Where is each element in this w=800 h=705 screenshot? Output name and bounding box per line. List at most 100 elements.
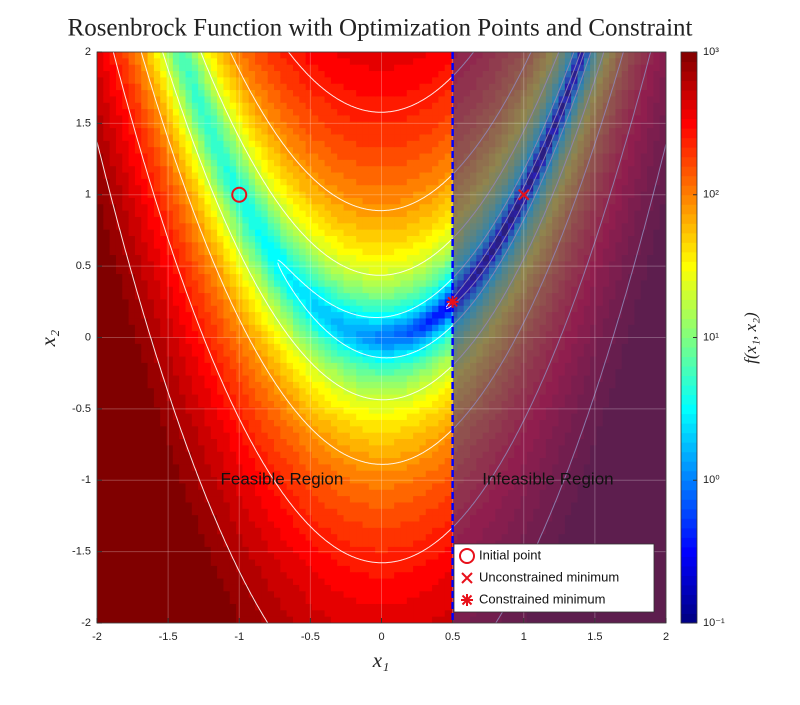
heatmap-cell [413,603,421,611]
heatmap-cell [179,255,187,262]
heatmap-cell [280,324,288,332]
heatmap-cell [204,216,212,224]
heatmap-cell [217,439,225,446]
heatmap-cell [330,147,338,155]
heatmap-cell [375,261,383,269]
heatmap-cell [103,261,111,269]
heatmap-cell [255,350,262,358]
heatmap-cell [166,312,174,320]
heatmap-cell [141,204,149,212]
heatmap-cell [229,255,237,262]
heatmap-cell [299,140,307,148]
heatmap-cell [324,96,332,104]
heatmap-cell [299,610,307,618]
heatmap-cell [292,388,300,396]
heatmap-cell [400,381,408,389]
heatmap-cell [236,166,244,174]
heatmap-cell [343,597,351,605]
heatmap-cell [185,394,193,402]
heatmap-cell [330,71,338,78]
heatmap-cell [236,286,244,294]
heatmap-cell [172,343,180,351]
heatmap-cell [425,312,433,320]
heatmap-cell [280,369,288,377]
heatmap-cell [330,242,338,250]
heatmap-cell [375,134,383,142]
heatmap-cell [292,255,300,262]
heatmap-cell [172,578,180,586]
heatmap-cell [198,337,206,345]
heatmap-cell [400,464,408,472]
heatmap-cell [299,584,307,592]
heatmap-cell [368,134,376,142]
heatmap-cell [387,394,395,402]
heatmap-cell [217,331,225,339]
heatmap-cell [406,578,414,586]
heatmap-cell [204,153,212,161]
heatmap-cell [280,477,288,485]
heatmap-cell [432,166,439,174]
heatmap-cell [274,470,281,478]
heatmap-cell [147,286,155,294]
heatmap-cell [406,204,414,212]
heatmap-cell [419,255,427,262]
heatmap-cell [394,508,402,516]
heatmap-cell [204,362,212,370]
heatmap-cell [185,52,193,59]
heatmap-cell [381,502,389,510]
heatmap-cell [387,242,395,250]
heatmap-cell [406,458,414,465]
heatmap-cell [204,159,212,167]
heatmap-cell [349,502,357,510]
heatmap-cell [337,185,345,193]
heatmap-cell [337,394,345,402]
heatmap-cell [191,496,199,504]
heatmap-cell [387,578,395,586]
heatmap-cell [349,584,357,592]
heatmap-cell [438,318,446,326]
heatmap-cell [292,553,300,561]
heatmap-cell [223,375,231,383]
heatmap-cell [198,102,206,110]
heatmap-cell [286,58,294,66]
heatmap-cell [166,134,174,142]
heatmap-cell [97,96,104,104]
heatmap-cell [432,477,439,485]
heatmap-cell [330,407,338,415]
heatmap-cell [109,458,117,465]
heatmap-cell [349,515,357,523]
heatmap-cell [153,96,161,104]
heatmap-cell [356,553,364,561]
heatmap-cell [368,458,376,465]
heatmap-cell [292,603,300,611]
heatmap-cell [229,369,237,377]
heatmap-cell [210,400,218,408]
heatmap-cell [387,559,395,567]
heatmap-cell [324,610,332,618]
heatmap-cell [406,559,414,567]
heatmap-cell [356,496,364,504]
heatmap-cell [166,464,174,472]
heatmap-cell [160,280,168,288]
heatmap-cell [191,483,199,491]
heatmap-cell [387,286,395,294]
heatmap-cell [210,229,218,237]
heatmap-cell [179,185,187,193]
heatmap-cell [115,267,123,275]
heatmap-cell [109,572,117,580]
heatmap-cell [204,293,212,301]
heatmap-cell [406,242,414,250]
heatmap-cell [122,508,130,516]
heatmap-cell [153,584,161,592]
heatmap-cell [324,362,332,370]
heatmap-cell [172,121,180,129]
heatmap-cell [103,578,111,586]
heatmap-cell [267,274,275,281]
heatmap-cell [115,502,123,510]
heatmap-cell [261,591,269,599]
heatmap-cell [381,451,389,459]
heatmap-cell [236,540,244,548]
heatmap-cell [248,470,256,478]
heatmap-cell [204,578,212,586]
heatmap-cell [210,280,218,288]
